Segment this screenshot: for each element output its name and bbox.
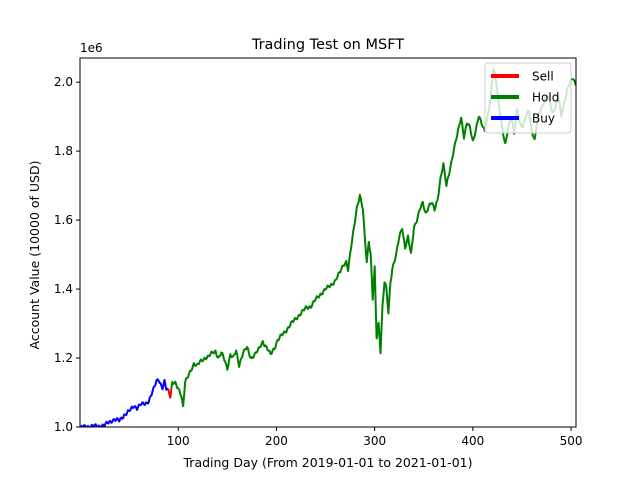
- y-axis-label: Account Value (10000 of USD): [27, 161, 42, 350]
- chart-title: Trading Test on MSFT: [251, 37, 404, 53]
- legend-label-sell: Sell: [532, 70, 554, 84]
- y-tick-label: 1.6: [54, 213, 73, 227]
- y-tick-label: 1.2: [54, 351, 73, 365]
- x-tick-label: 400: [461, 434, 484, 448]
- x-axis-label: Trading Day (From 2019-01-01 to 2021-01-…: [183, 455, 473, 470]
- axes-frame: [79, 57, 577, 428]
- legend-label-hold: Hold: [532, 91, 559, 105]
- x-tick-label: 500: [560, 434, 583, 448]
- series-sell-line: [167, 388, 173, 399]
- y-tick-label: 2.0: [54, 75, 73, 89]
- x-tick-label: 300: [363, 434, 386, 448]
- series-buy-line: [80, 378, 169, 427]
- legend-label-buy: Buy: [532, 112, 555, 126]
- y-tick-label: 1.0: [54, 420, 73, 434]
- legend-box: [484, 62, 572, 134]
- legend: Sell Hold Buy: [484, 62, 572, 134]
- y-tick-label: 1.4: [54, 282, 73, 296]
- y-tick-label: 1.8: [54, 144, 73, 158]
- y-offset-label: 1e6: [80, 41, 103, 55]
- x-tick-label: 200: [265, 434, 288, 448]
- x-tick-label: 100: [167, 434, 190, 448]
- axes-layer: 100 200 300 400 500 1.0 1.2 1.4 1.6 1.8 2.0: [54, 57, 583, 448]
